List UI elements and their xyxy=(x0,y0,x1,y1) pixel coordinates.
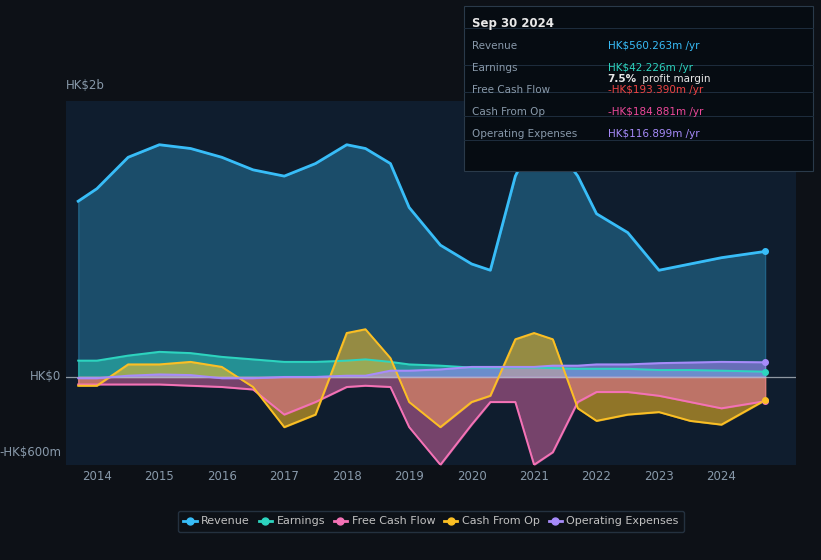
Text: HK$0: HK$0 xyxy=(30,370,62,384)
Text: -HK$184.881m /yr: -HK$184.881m /yr xyxy=(608,107,703,117)
Text: HK$560.263m /yr: HK$560.263m /yr xyxy=(608,41,699,51)
Text: profit margin: profit margin xyxy=(639,74,710,84)
Text: -HK$600m: -HK$600m xyxy=(0,446,62,459)
Text: -HK$193.390m /yr: -HK$193.390m /yr xyxy=(608,85,703,95)
Text: Cash From Op: Cash From Op xyxy=(472,107,545,117)
Text: Earnings: Earnings xyxy=(472,63,517,73)
Text: Revenue: Revenue xyxy=(472,41,517,51)
Text: HK$2b: HK$2b xyxy=(66,80,104,92)
Text: Sep 30 2024: Sep 30 2024 xyxy=(472,17,554,30)
Text: HK$116.899m /yr: HK$116.899m /yr xyxy=(608,129,699,139)
Text: 7.5%: 7.5% xyxy=(608,74,636,84)
Legend: Revenue, Earnings, Free Cash Flow, Cash From Op, Operating Expenses: Revenue, Earnings, Free Cash Flow, Cash … xyxy=(177,511,685,532)
Text: HK$42.226m /yr: HK$42.226m /yr xyxy=(608,63,693,73)
Text: Free Cash Flow: Free Cash Flow xyxy=(472,85,550,95)
Text: Operating Expenses: Operating Expenses xyxy=(472,129,577,139)
